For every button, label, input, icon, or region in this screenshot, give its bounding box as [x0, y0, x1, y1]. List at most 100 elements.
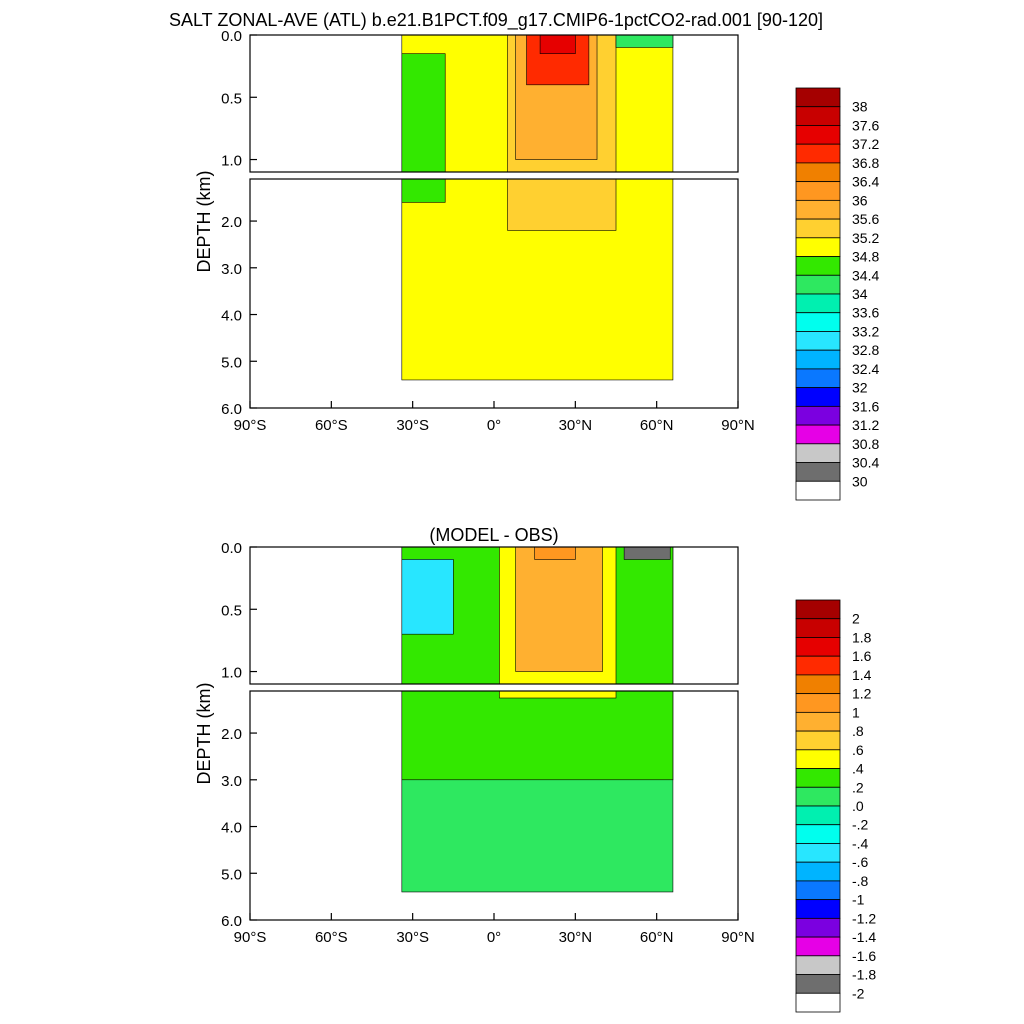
colorbar-swatch [795, 917, 841, 938]
colorbar-label: 38 [852, 99, 868, 115]
colorbar-swatch [795, 218, 841, 239]
x-tick-label: 60°N [640, 417, 674, 434]
y-tick-label: 6.0 [221, 913, 242, 930]
colorbar-label: 37.6 [852, 117, 879, 133]
colorbar-label: -.4 [852, 835, 869, 851]
contour-region [401, 179, 446, 203]
colorbar-swatch [795, 655, 841, 676]
contour-region [615, 35, 674, 48]
y-tick-label: 0.5 [221, 90, 242, 107]
y-tick-label: 2.0 [221, 214, 242, 231]
colorbar-swatch [795, 424, 841, 445]
y-tick-label: 0.0 [221, 540, 242, 557]
colorbar-swatch [795, 992, 841, 1013]
lower-section-fields [401, 691, 674, 893]
y-tick-label: 6.0 [221, 401, 242, 418]
colorbar-swatch [795, 843, 841, 863]
colorbar-label: -2 [852, 985, 865, 1001]
colorbar-swatch [795, 443, 841, 463]
y-tick-label: 5.0 [221, 866, 242, 883]
top-panel: 0.0 0.5 1.0 2.0 3.0 4.0 5.0 6.0 DEPTH (km) 90°S 60… [194, 28, 879, 501]
bottom-panel: (MODEL - OBS)0.00.51.02.03.04.05.06.0DEP… [194, 525, 876, 1013]
colorbar-swatch [795, 824, 841, 844]
colorbar-label: 30.8 [852, 436, 879, 452]
x-tick-label: 30°S [396, 417, 429, 434]
colorbar-label: 30.4 [852, 455, 879, 471]
contour-region [499, 691, 617, 699]
colorbar-label: 36 [852, 192, 868, 208]
upper-frame [249, 546, 739, 685]
y-tick-label: 4.0 [221, 308, 242, 325]
contour-region [401, 559, 454, 635]
colorbar-swatch [795, 162, 841, 183]
colorbar-label: 36.4 [852, 174, 879, 190]
colorbar-label: 30 [852, 473, 868, 489]
colorbar-swatch [795, 387, 841, 407]
colorbar-label: 1.2 [852, 686, 872, 702]
colorbar-label: 33.2 [852, 323, 879, 339]
colorbar-swatch [795, 480, 841, 501]
colorbar-swatch [795, 618, 841, 638]
colorbar-label: 36.8 [852, 155, 879, 171]
colorbar-swatch [795, 786, 841, 807]
colorbar-label: 32.4 [852, 361, 879, 377]
x-tick-label: 30°S [396, 929, 429, 946]
x-tick-label: 90°S [234, 417, 267, 434]
colorbar-label: 35.6 [852, 211, 879, 227]
colorbar-swatch [795, 711, 841, 732]
colorbar-label: 1.4 [852, 667, 872, 683]
contour-region [507, 179, 617, 231]
contour-region [401, 53, 446, 172]
y-tick-label: 3.0 [221, 261, 242, 278]
upper-section-fields [401, 35, 674, 172]
y-tick-label: 2.0 [221, 726, 242, 743]
colorbar-swatch [795, 368, 841, 389]
y-tick-label: 1.0 [221, 153, 242, 170]
colorbar-label: .8 [852, 723, 864, 739]
colorbar-swatch [795, 693, 841, 713]
colorbar-swatch [795, 861, 841, 882]
y-tick-label: 0.0 [221, 28, 242, 45]
colorbar-label: 33.6 [852, 305, 879, 321]
upper-frame [249, 34, 739, 173]
colorbar-label: 34.4 [852, 267, 879, 283]
colorbar-label: 34.8 [852, 249, 879, 265]
colorbar-swatch [795, 880, 841, 901]
colorbar-swatch [795, 936, 841, 957]
colorbar-swatch [795, 199, 841, 220]
x-tick-label: 90°N [721, 929, 755, 946]
colorbar-label: .0 [852, 798, 864, 814]
colorbar-label: 35.2 [852, 230, 879, 246]
x-tick-label: 0° [487, 929, 501, 946]
colorbar-label: .4 [852, 761, 864, 777]
colorbar-label: 31.2 [852, 417, 879, 433]
colorbar-swatch [795, 974, 841, 994]
colorbar-label: 37.2 [852, 136, 879, 152]
colorbar-swatch [795, 674, 841, 695]
contour-region [515, 547, 603, 672]
colorbar-swatch [795, 730, 841, 751]
x-tick-label: 30°N [559, 929, 593, 946]
x-tick-label: 0° [487, 417, 501, 434]
y-axis-label: DEPTH (km) [194, 171, 214, 273]
colorbar-label: 32 [852, 380, 868, 396]
y-tick-label: 1.0 [221, 665, 242, 682]
colorbar-label: -1 [852, 892, 865, 908]
contour-region [401, 691, 674, 781]
colorbar-label: .2 [852, 779, 864, 795]
colorbar-label: -.6 [852, 854, 869, 870]
colorbar-swatch [795, 143, 841, 164]
colorbar-swatch [795, 955, 841, 975]
colorbar-swatch [795, 599, 841, 620]
figure-title: SALT ZONAL-AVE (ATL) b.e21.B1PCT.f09_g17… [169, 10, 823, 31]
colorbar-swatch [795, 349, 841, 370]
contour-region [623, 547, 671, 560]
colorbar-swatch [795, 256, 841, 276]
colorbar-swatch [795, 106, 841, 126]
colorbar-label: 31.6 [852, 398, 879, 414]
colorbar-label: -1.2 [852, 910, 876, 926]
x-tick-label: 90°N [721, 417, 755, 434]
colorbar-label: 34 [852, 286, 868, 302]
colorbar-swatch [795, 293, 841, 314]
